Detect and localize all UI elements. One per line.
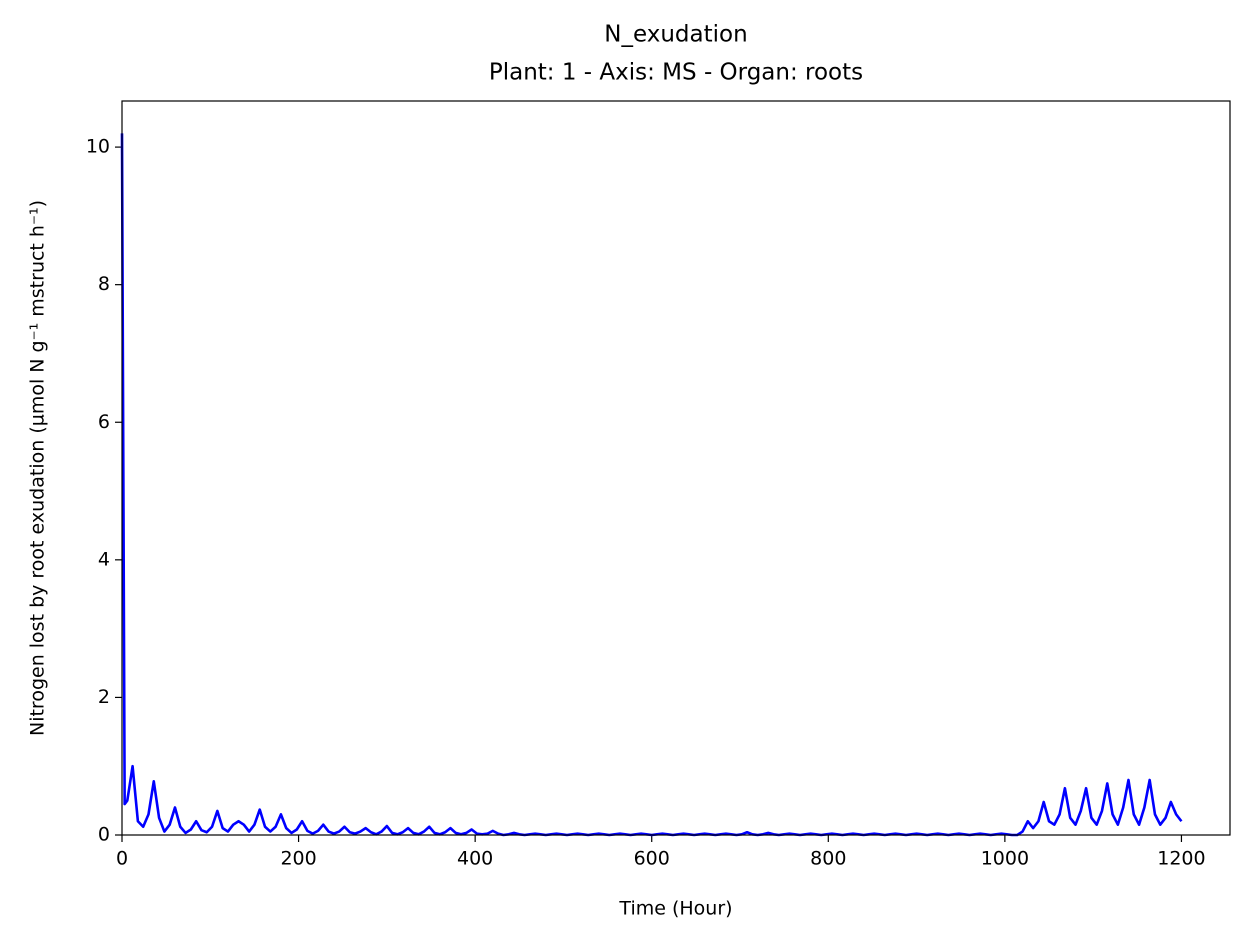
chart-title: N_exudation	[604, 22, 747, 48]
y-tick-label: 0	[98, 824, 110, 846]
y-tick-label: 6	[98, 411, 110, 433]
x-axis-label: Time (Hour)	[618, 898, 732, 920]
plot-frame	[121, 100, 1231, 836]
y-tick-label: 10	[86, 136, 110, 158]
x-tick-label: 200	[280, 848, 316, 870]
x-tick-label: 1000	[981, 848, 1029, 870]
chart-subtitle: Plant: 1 - Axis: MS - Organ: roots	[489, 60, 863, 86]
x-tick-label: 0	[116, 848, 128, 870]
x-tick-label: 1200	[1157, 848, 1205, 870]
x-tick-label: 800	[810, 848, 846, 870]
y-axis-label: Nitrogen lost by root exudation (µmol N …	[27, 200, 49, 736]
y-tick-label: 4	[98, 548, 110, 570]
y-tick-label: 2	[98, 686, 110, 708]
x-tick-label: 600	[634, 848, 670, 870]
y-tick-label: 8	[98, 273, 110, 295]
data-line	[120, 133, 1183, 837]
x-tick-label: 400	[457, 848, 493, 870]
